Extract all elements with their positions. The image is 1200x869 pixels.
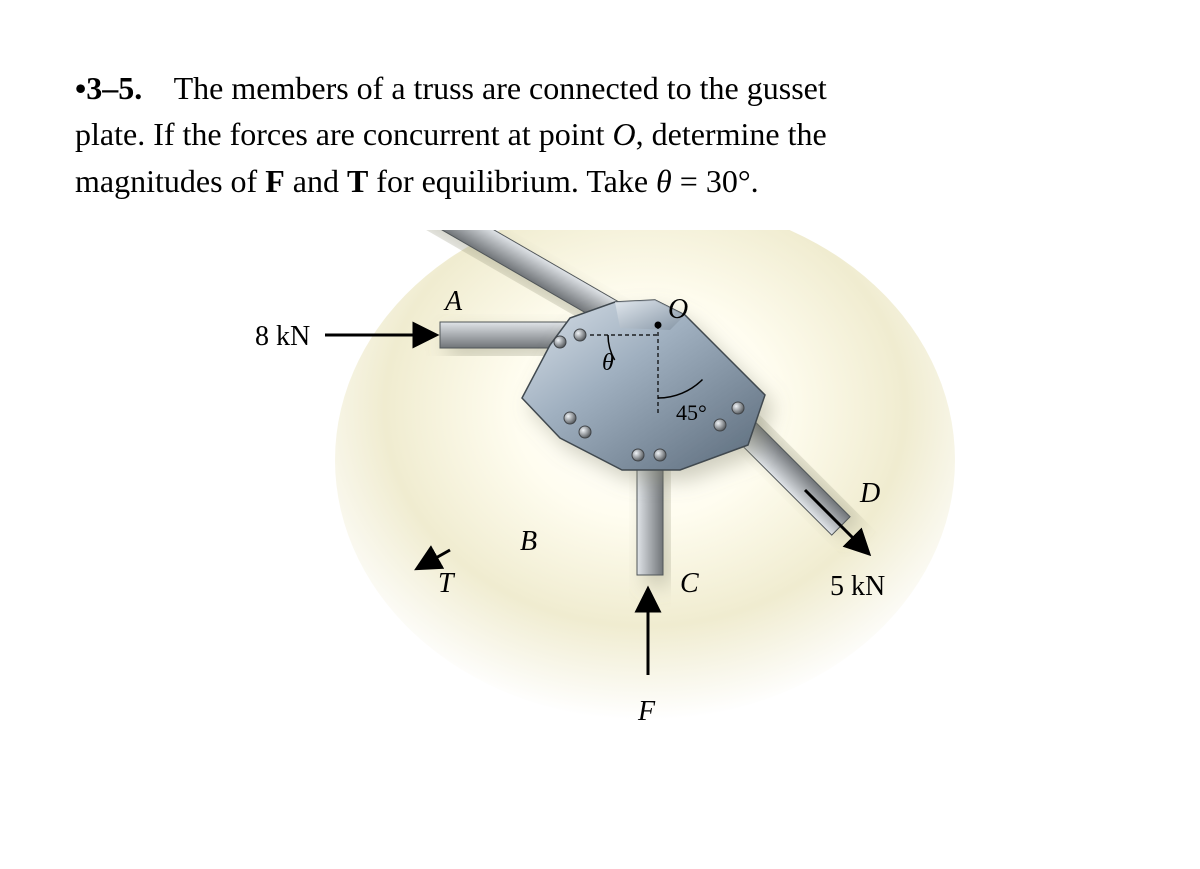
label-B: B <box>520 526 537 557</box>
label-theta: θ <box>602 350 614 376</box>
label-F: F <box>637 696 656 727</box>
theta-value: 30°. <box>706 163 759 199</box>
text-line1: The members of a truss are connected to … <box>174 70 827 106</box>
point-O-marker <box>655 322 662 329</box>
problem-number: •3–5. <box>75 70 142 106</box>
label-O: O <box>668 294 688 325</box>
problem-statement: •3–5. The members of a truss are connect… <box>75 65 1135 204</box>
label-D: D <box>859 478 880 509</box>
label-5kN: 5 kN <box>830 571 885 602</box>
label-A: A <box>443 286 463 317</box>
equals-text: = <box>672 163 706 199</box>
label-8kN: 8 kN <box>255 321 310 352</box>
label-T: T <box>438 568 456 599</box>
force-T-text: T <box>347 163 368 199</box>
point-O-text: O <box>613 116 636 152</box>
force-F-text: F <box>265 163 285 199</box>
truss-diagram: A O B C D F T θ 45° 8 kN 5 kN <box>250 230 970 790</box>
text-line3a: magnitudes of <box>75 163 265 199</box>
text-line2b: , determine the <box>636 116 827 152</box>
text-line3b: for equilibrium. Take <box>368 163 656 199</box>
text-line2a: plate. If the forces are concurrent at p… <box>75 116 613 152</box>
theta-symbol: θ <box>656 163 672 199</box>
label-C: C <box>680 568 699 599</box>
label-45deg: 45° <box>676 400 707 425</box>
text-and: and <box>285 163 347 199</box>
